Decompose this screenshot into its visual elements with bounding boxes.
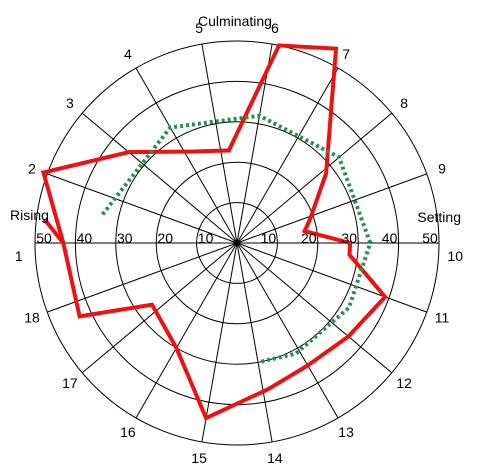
spoke-label-14: 14 [267,450,283,466]
spoke-6 [236,44,273,244]
spoke-label-12: 12 [396,375,412,391]
radial-tick-right-50: 50 [422,230,438,246]
radial-tick-left-20: 20 [157,230,173,246]
direction-label-culminating: Culminating [198,13,272,29]
spoke-5 [201,44,238,244]
spoke-label-3: 3 [66,95,74,111]
spoke-2 [47,173,238,244]
spoke-13 [236,242,339,419]
spoke-4 [135,67,238,244]
direction-label-setting: Setting [417,209,461,225]
spoke-label-8: 8 [400,95,408,111]
spoke-8 [236,112,393,244]
radial-tick-right-30: 30 [341,230,357,246]
spoke-label-6: 6 [271,20,279,36]
series-line-1 [40,43,388,421]
spoke-label-11: 11 [435,310,450,326]
spoke-16 [135,242,238,419]
radial-tick-left-40: 40 [77,230,93,246]
spoke-label-9: 9 [438,160,446,176]
spoke-label-15: 15 [191,450,207,466]
spoke-3 [81,112,238,244]
polar-grid [34,40,440,446]
spoke-14 [236,242,273,442]
radial-tick-left-30: 30 [117,230,133,246]
series-1 [40,43,388,421]
radial-tick-left-10: 10 [198,230,214,246]
series-2 [101,113,373,365]
radial-tick-right-40: 40 [382,230,398,246]
spoke-label-5: 5 [195,20,203,36]
direction-label-rising: Rising [10,207,49,223]
spoke-label-1: 1 [15,248,23,264]
spoke-7 [236,67,339,244]
spoke-17 [81,242,238,374]
spoke-11 [236,242,427,313]
spoke-18 [47,242,238,313]
spoke-15 [201,242,238,442]
spoke-label-13: 13 [338,424,354,440]
radial-tick-left-50: 50 [36,230,52,246]
spoke-label-2: 2 [28,160,36,176]
spoke-9 [236,173,427,244]
spoke-12 [236,242,393,374]
radial-tick-right-10: 10 [261,230,277,246]
spoke-label-10: 10 [447,248,463,264]
spoke-label-7: 7 [342,46,350,62]
spoke-label-18: 18 [24,310,40,326]
series-layer [40,43,388,421]
spoke-label-4: 4 [124,46,132,62]
radial-tick-right-20: 20 [301,230,317,246]
spoke-label-16: 16 [120,424,136,440]
spoke-label-17: 17 [62,375,78,391]
